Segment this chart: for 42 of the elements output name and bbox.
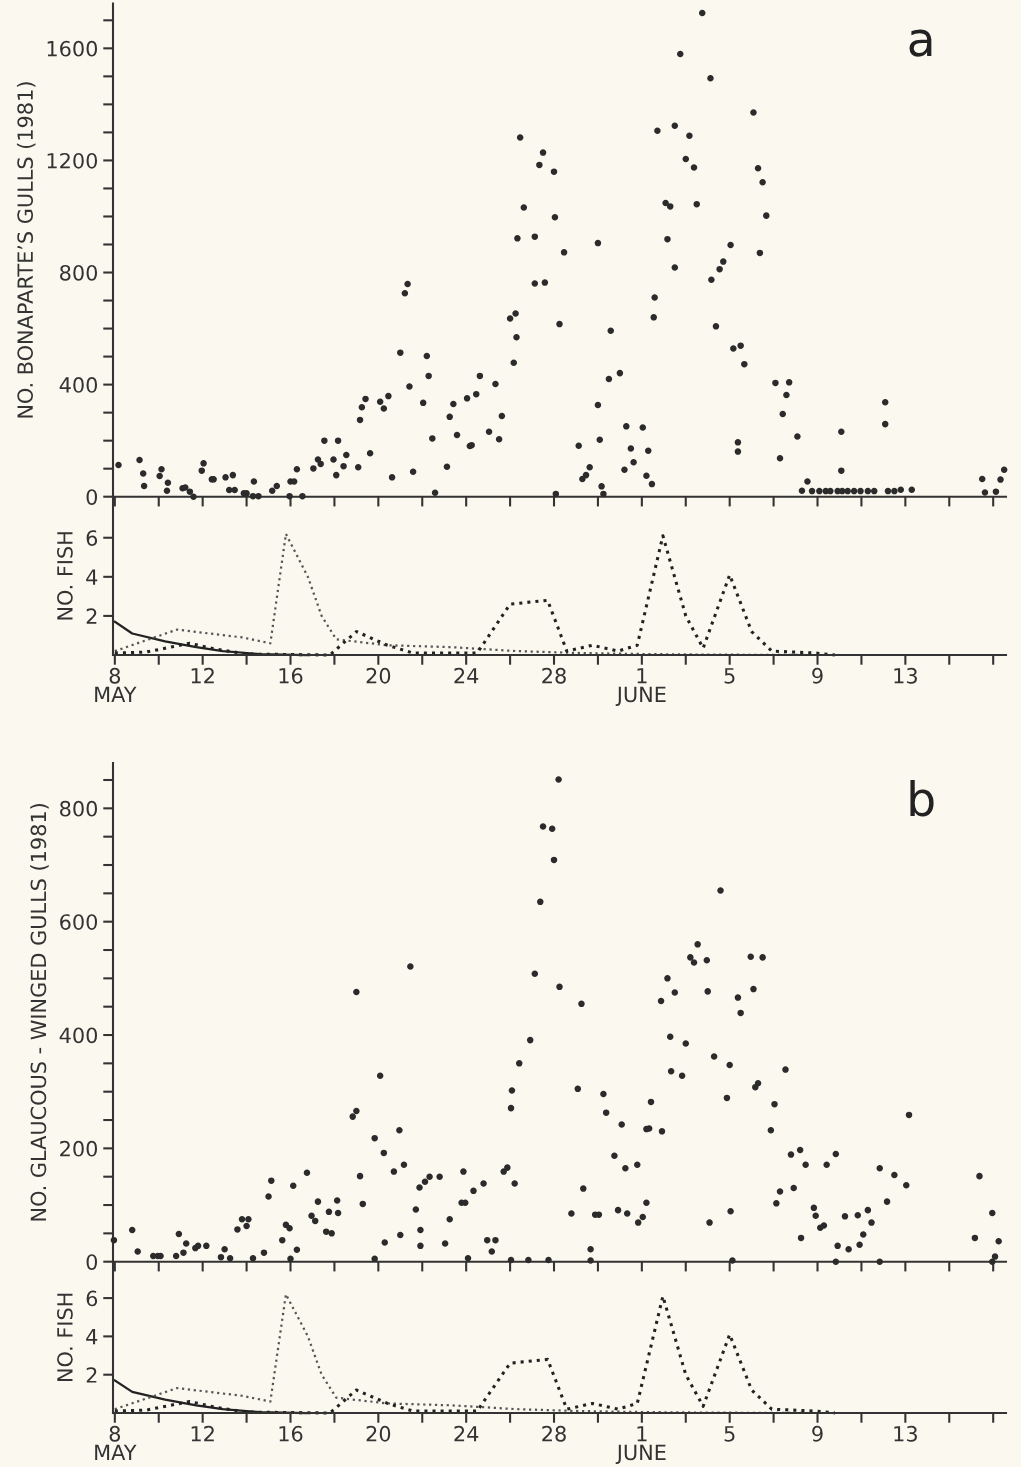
x-tick-label: 1 JUNE	[615, 668, 666, 707]
x-tick-label: 20	[366, 1425, 391, 1442]
y-tick-label: 400	[59, 377, 98, 393]
x-tick-label: 9	[812, 1425, 823, 1442]
x-tick-label: 8 MAY	[95, 667, 137, 702]
y-tick-label: 2	[86, 1367, 97, 1383]
x-tick-label: 8 MAY	[95, 1425, 137, 1460]
y-tick-label: 600	[60, 914, 98, 930]
y-axis-title: NO. FISH	[57, 1293, 73, 1382]
y-tick-label: 200	[60, 1140, 98, 1157]
y-tick-label: 1200	[47, 152, 98, 169]
y-tick-label: 0	[86, 489, 98, 505]
x-tick-label: 24	[454, 667, 479, 684]
x-tick-label: 16	[279, 1425, 303, 1442]
x-tick-label: 28	[542, 667, 566, 684]
y-axis-title: NO. BONAPARTE’S GULLS (1981)	[16, 82, 36, 418]
x-tick-label: 13	[894, 667, 917, 684]
x-tick-label: 13	[894, 1425, 917, 1442]
y-tick-label: 2	[86, 608, 97, 624]
y-tick-label: 0	[86, 1254, 98, 1270]
y-tick-label: 1600	[47, 40, 98, 57]
y-axis-title: NO. FISH	[57, 532, 73, 620]
x-tick-label: 24	[454, 1425, 479, 1442]
x-tick-label: 28	[542, 1425, 566, 1442]
y-tick-label: 800	[60, 800, 98, 817]
annotation: a	[909, 29, 932, 57]
x-tick-label: 16	[279, 667, 303, 684]
x-tick-label: 12	[191, 667, 214, 684]
x-tick-label: 20	[366, 667, 391, 684]
y-tick-label: 4	[86, 569, 98, 585]
y-tick-label: 400	[59, 1027, 98, 1044]
x-tick-label: 12	[191, 1425, 214, 1442]
y-tick-label: 4	[86, 1329, 98, 1345]
x-tick-label: 5	[724, 1426, 735, 1442]
x-tick-label: 9	[812, 667, 823, 684]
x-tick-label: 5	[724, 668, 735, 684]
y-tick-label: 800	[60, 264, 98, 281]
y-tick-label: 6	[86, 1290, 98, 1307]
x-tick-label: 1 JUNE	[615, 1426, 666, 1465]
y-axis-title: NO. GLAUCOUS - WINGED GULLS (1981)	[30, 803, 49, 1221]
annotation: b	[910, 780, 934, 817]
y-tick-label: 6	[86, 530, 98, 546]
